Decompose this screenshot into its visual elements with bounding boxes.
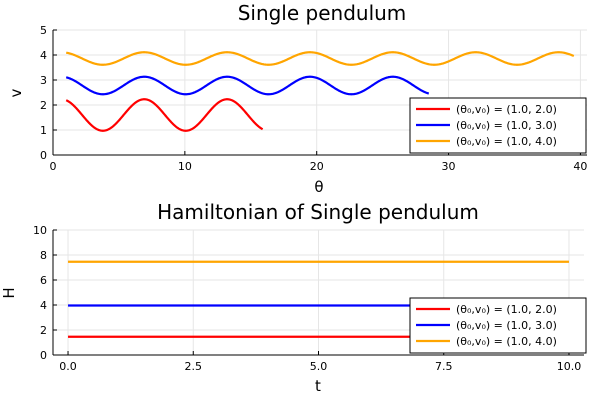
legend-label-2: (θ₀,v₀) = (1.0, 3.0) xyxy=(456,319,557,332)
x-tick-label: 2.5 xyxy=(185,360,203,373)
y-tick-label: 10 xyxy=(33,224,47,237)
x-tick-label: 10.0 xyxy=(557,360,582,373)
y-tick-label: 1 xyxy=(40,124,47,137)
y-tick-label: 4 xyxy=(40,299,47,312)
y-tick-label: 3 xyxy=(40,74,47,87)
phase-chart-ylabel: v xyxy=(7,88,25,97)
legend-label-2: (θ₀,v₀) = (1.0, 3.0) xyxy=(456,119,557,132)
y-tick-label: 0 xyxy=(40,349,47,362)
legend-label-3: (θ₀,v₀) = (1.0, 4.0) xyxy=(456,135,557,148)
phase-chart-xlabel: θ xyxy=(314,178,323,196)
x-tick-label: 20 xyxy=(310,160,324,173)
phase-chart: Single pendulum 0 10 20 30 40 0 1 2 3 4 5 θ v (θ₀,… xyxy=(7,1,587,196)
y-tick-label: 5 xyxy=(40,24,47,37)
y-tick-label: 2 xyxy=(40,324,47,337)
x-tick-label: 40 xyxy=(573,160,587,173)
legend-label-1: (θ₀,v₀) = (1.0, 2.0) xyxy=(456,103,557,116)
hamiltonian-chart-legend: (θ₀,v₀) = (1.0, 2.0) (θ₀,v₀) = (1.0, 3.0)… xyxy=(409,297,587,354)
y-tick-label: 0 xyxy=(40,149,47,162)
x-tick-label: 30 xyxy=(442,160,456,173)
phase-chart-axes xyxy=(52,29,587,156)
phase-chart-legend: (θ₀,v₀) = (1.0, 2.0) (θ₀,v₀) = (1.0, 3.0)… xyxy=(409,97,587,154)
y-tick-label: 6 xyxy=(40,274,47,287)
x-tick-label: 5.0 xyxy=(310,360,328,373)
series-line-1 xyxy=(65,98,264,132)
hamiltonian-chart: Hamiltonian of Single pendulum 0.0 2.5 5.0… xyxy=(0,200,587,395)
hamiltonian-chart-tick-labels: 0.0 2.5 5.0 7.5 10.0 0 2 4 6 8 10 xyxy=(33,224,581,373)
legend-label-1: (θ₀,v₀) = (1.0, 2.0) xyxy=(456,303,557,316)
hamiltonian-chart-ylabel: H xyxy=(0,287,18,298)
hamiltonian-chart-axes xyxy=(52,229,584,356)
y-tick-label: 8 xyxy=(40,249,47,262)
series-line-3 xyxy=(65,51,575,66)
x-tick-label: 0 xyxy=(50,160,57,173)
x-tick-label: 10 xyxy=(178,160,192,173)
y-tick-label: 2 xyxy=(40,99,47,112)
y-tick-label: 4 xyxy=(40,49,47,62)
series-line-2 xyxy=(65,75,430,96)
phase-chart-title: Single pendulum xyxy=(238,1,407,25)
legend-label-3: (θ₀,v₀) = (1.0, 4.0) xyxy=(456,335,557,348)
x-tick-label: 7.5 xyxy=(435,360,453,373)
phase-chart-tick-labels: 0 10 20 30 40 0 1 2 3 4 5 xyxy=(40,24,587,173)
hamiltonian-chart-xlabel: t xyxy=(315,377,321,395)
x-tick-label: 0.0 xyxy=(59,360,77,373)
phase-chart-series-group xyxy=(65,51,575,132)
hamiltonian-chart-title: Hamiltonian of Single pendulum xyxy=(157,200,479,224)
